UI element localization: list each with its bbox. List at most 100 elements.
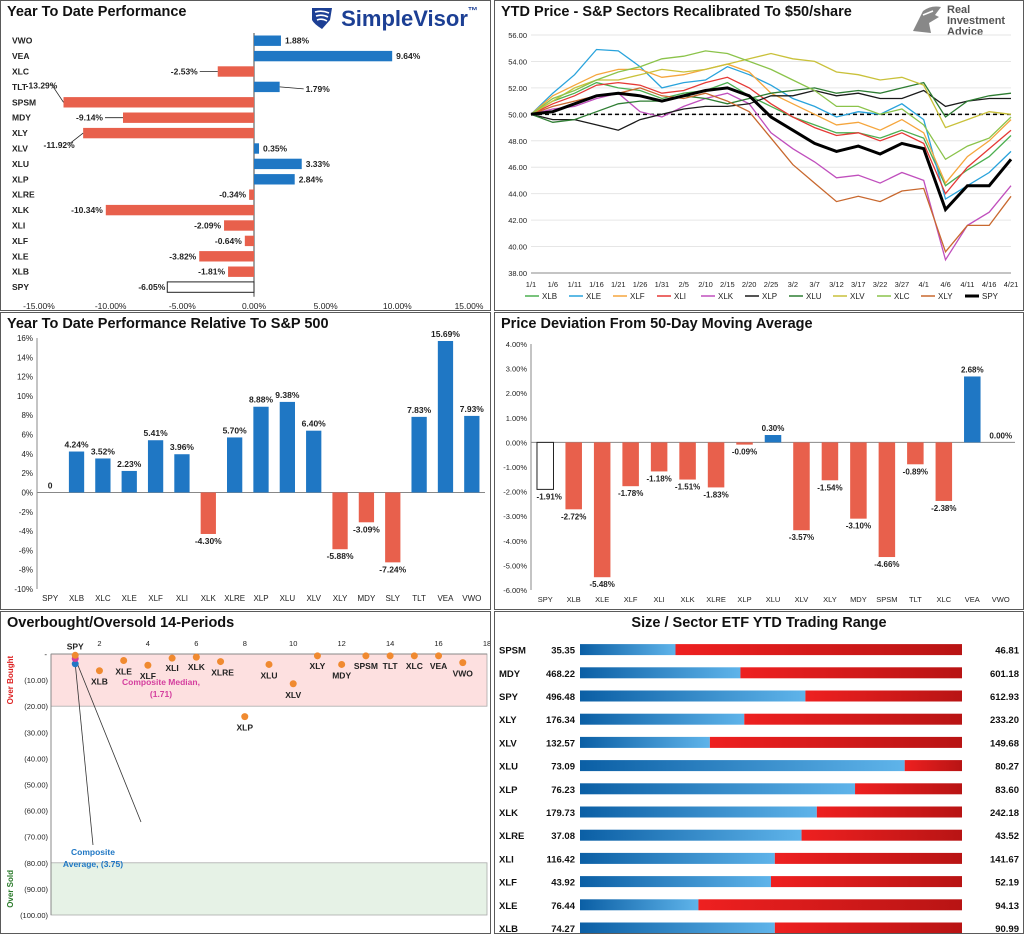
category-label: XLE bbox=[122, 594, 137, 603]
value-label: -2.38% bbox=[931, 504, 956, 513]
bar-mdy bbox=[358, 492, 375, 523]
trading-range-panel: Size / Sector ETF YTD Trading Range SPSM… bbox=[494, 611, 1024, 934]
series-line-xlv bbox=[530, 52, 1012, 129]
category-label: XLC bbox=[12, 67, 29, 77]
range-high-label: 149.68 bbox=[990, 738, 1019, 749]
overbought-oversold-chart: - (10.00) (20.00) (30.00) (40.00) (50.00) (60.… bbox=[6, 639, 490, 920]
x-tick-label: 1/11 bbox=[568, 280, 582, 289]
y-tick-label: -3.00% bbox=[503, 512, 527, 521]
deviation-chart: -6.00% -5.00% -4.00% -3.00% -2.00% -1.00% 0.00… bbox=[503, 340, 1015, 604]
category-label: XLK bbox=[12, 205, 30, 215]
legend-label: XLK bbox=[718, 292, 734, 301]
bar-xlf bbox=[244, 235, 254, 247]
x-tick-label: 4/6 bbox=[940, 280, 950, 289]
category-label: TLT bbox=[12, 82, 28, 92]
leader-line bbox=[68, 132, 84, 145]
category-label: XLU bbox=[280, 594, 296, 603]
x-tick-label: 3/7 bbox=[809, 280, 819, 289]
trading-range-title: Size / Sector ETF YTD Trading Range bbox=[631, 615, 887, 631]
bar-vwo bbox=[464, 415, 480, 493]
bar-xlre bbox=[707, 442, 725, 488]
series-line-xlp bbox=[530, 89, 1011, 131]
composite-average-value: Average, (3.75) bbox=[63, 859, 123, 869]
composite-average-marker bbox=[71, 660, 79, 668]
bar-xlk bbox=[105, 204, 254, 216]
y-tick-label: (70.00) bbox=[24, 833, 48, 842]
y-tick-label: 52.00 bbox=[508, 84, 527, 93]
range-high-label: 80.27 bbox=[995, 762, 1019, 773]
value-label: -10.34% bbox=[71, 205, 103, 215]
x-tick-label: 1/16 bbox=[589, 280, 604, 289]
value-label: 9.38% bbox=[275, 390, 300, 400]
legend-label: XLP bbox=[762, 292, 777, 301]
range-high-label: 612.93 bbox=[990, 692, 1019, 703]
range-high-label: 233.20 bbox=[990, 715, 1019, 726]
value-label: 9.64% bbox=[396, 51, 421, 61]
category-label: VEA bbox=[437, 594, 454, 603]
value-label: -1.51% bbox=[675, 483, 700, 492]
category-label: VWO bbox=[992, 595, 1010, 604]
leader-line bbox=[51, 84, 64, 103]
x-tick-label: 16 bbox=[434, 639, 442, 648]
point-xle bbox=[120, 657, 128, 665]
ytd-performance-chart: -15.00% -10.00% -5.00% 0.00% 5.00% 10.00% 15.0… bbox=[12, 33, 484, 310]
y-tick-label: -8% bbox=[19, 566, 33, 575]
bar-vea bbox=[964, 376, 981, 443]
point-spsm bbox=[362, 652, 370, 660]
category-label: XLC bbox=[937, 595, 952, 604]
ytd-price-panel: YTD Price - S&P Sectors Recalibrated To … bbox=[494, 0, 1024, 311]
category-label: XLE bbox=[12, 251, 29, 261]
range-low-segment-mdy bbox=[580, 667, 741, 679]
x-tick-label: -10.00% bbox=[95, 301, 127, 310]
bar-xli bbox=[174, 454, 190, 493]
value-label: 15.69% bbox=[431, 329, 460, 339]
range-high-segment-xlp bbox=[855, 783, 962, 795]
relative-performance-panel: Year To Date Performance Relative To S&P… bbox=[0, 312, 491, 610]
y-tick-label: 38.00 bbox=[508, 269, 527, 278]
category-label: XLK bbox=[680, 595, 694, 604]
x-tick-label: 2 bbox=[97, 639, 101, 648]
range-low-segment-xlre bbox=[580, 829, 802, 841]
oversold-zone bbox=[50, 862, 488, 916]
y-tick-label: 1.00% bbox=[506, 414, 528, 423]
point-xlre bbox=[217, 658, 225, 666]
range-high-label: 46.81 bbox=[995, 646, 1019, 657]
value-label: -3.82% bbox=[169, 251, 196, 261]
category-label: XLY bbox=[823, 595, 837, 604]
category-label: XLV bbox=[12, 144, 28, 154]
x-tick-label: 0.00% bbox=[242, 301, 267, 310]
x-tick-label: 10 bbox=[289, 639, 297, 648]
bar-xly bbox=[83, 127, 254, 139]
point-label: XLB bbox=[91, 677, 108, 687]
category-label: SPY bbox=[538, 595, 553, 604]
range-low-segment-xlu bbox=[580, 760, 905, 772]
category-label: XLRE bbox=[224, 594, 245, 603]
bar-xlp bbox=[253, 406, 269, 493]
bar-spy bbox=[536, 441, 554, 490]
category-label: VWO bbox=[462, 594, 481, 603]
point-label: XLK bbox=[188, 662, 206, 672]
range-high-segment-spsm bbox=[675, 644, 962, 656]
range-high-segment-xli bbox=[774, 852, 962, 864]
x-tick-label: 3/27 bbox=[895, 280, 910, 289]
x-tick-label: 4/11 bbox=[960, 280, 974, 289]
y-tick-label: (40.00) bbox=[24, 754, 48, 763]
range-high-segment-xly bbox=[744, 713, 962, 725]
legend-label: XLU bbox=[806, 292, 822, 301]
median-leader-line bbox=[74, 658, 142, 823]
value-label: 0.00% bbox=[989, 431, 1012, 440]
point-label: XLI bbox=[165, 663, 178, 673]
category-label: XLK bbox=[201, 594, 217, 603]
point-xli bbox=[168, 654, 176, 662]
ytd-price-chart: 38.00 40.00 42.00 44.00 46.00 48.00 50.00 52.00… bbox=[508, 31, 1018, 301]
y-tick-label: -2.00% bbox=[503, 488, 527, 497]
legend-label: XLC bbox=[894, 292, 910, 301]
range-low-label: 37.08 bbox=[551, 831, 575, 842]
range-high-segment-xle bbox=[698, 899, 962, 911]
bar-xlv bbox=[793, 442, 810, 531]
value-label: 6.40% bbox=[302, 419, 327, 429]
composite-median-label: Composite Median, bbox=[122, 677, 200, 687]
range-high-segment-spy bbox=[805, 690, 962, 702]
oversold-label: Over Sold bbox=[6, 870, 15, 908]
range-low-segment-xly bbox=[580, 713, 745, 725]
